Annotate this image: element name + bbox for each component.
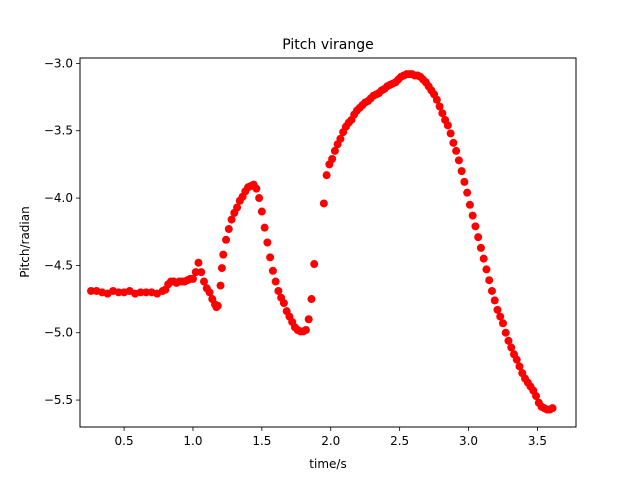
data-point [465,200,474,209]
data-point [142,288,151,297]
data-point [468,211,477,220]
chart-title: Pitch virange [282,37,373,53]
data-point [255,194,264,203]
x-axis-label: time/s [309,457,346,471]
data-point [310,260,319,269]
data-point [443,121,452,130]
data-points-group [87,70,557,414]
data-point [257,207,266,216]
data-point [460,177,469,186]
data-point [487,286,496,295]
data-point [330,146,339,155]
data-point [188,274,197,283]
data-point [449,138,458,147]
data-point [482,265,491,274]
data-point [512,355,521,364]
y-axis-ticks: −3.0 −3.5 −4.0 −4.5 −5.0 −5.5 [44,56,80,407]
data-point [200,277,208,286]
x-tick-label: 3.0 [459,434,478,448]
data-point [227,215,236,224]
data-point [274,286,283,295]
y-axis-label: Pitch/radian [18,206,32,277]
data-point [194,258,203,267]
data-point [507,343,516,352]
data-point [263,238,272,247]
data-point [301,326,310,335]
data-point [515,362,524,371]
data-point [501,328,510,337]
x-tick-label: 3.5 [528,434,547,448]
data-point [319,199,328,208]
data-point [222,235,231,244]
data-point [197,268,206,277]
data-point [438,109,447,118]
data-point [304,315,313,324]
x-tick-label: 1.0 [183,434,202,448]
x-axis-ticks: 0.5 1.0 1.5 2.0 2.5 3.0 3.5 [115,427,547,448]
data-point [205,288,214,297]
data-point [435,102,444,111]
data-point [213,301,222,310]
data-point [268,266,277,275]
data-point [279,299,288,308]
data-point [224,225,233,234]
y-tick-label: −3.5 [44,124,73,138]
data-point [260,223,269,232]
axes-frame [79,57,577,428]
y-tick-label: −5.0 [44,326,73,340]
data-point [463,188,472,197]
data-point [479,254,488,263]
data-point [136,288,145,297]
y-tick-label: −5.5 [44,393,73,407]
data-point [446,129,455,138]
y-tick-label: −3.0 [44,56,73,70]
x-tick-label: 0.5 [115,434,134,448]
data-point [432,95,441,104]
data-point [307,295,316,304]
data-point [493,305,502,314]
x-tick-label: 1.5 [252,434,271,448]
data-point [471,222,480,231]
data-point [87,286,96,295]
data-point [532,392,541,401]
data-point [271,277,280,286]
data-point [485,276,494,285]
data-point [490,296,499,305]
data-point [252,184,261,193]
data-point [216,281,225,290]
data-point [454,156,463,165]
data-point [322,171,331,180]
y-tick-label: −4.0 [44,191,73,205]
data-point [336,134,345,143]
data-point [266,253,275,262]
y-tick-label: −4.5 [44,258,73,272]
data-point [548,404,557,413]
data-point [504,336,513,345]
data-point [233,203,242,212]
data-point [452,146,461,155]
data-point [498,319,507,328]
x-tick-label: 2.0 [321,434,340,448]
data-point [328,155,337,164]
data-point [217,264,226,273]
data-point [496,312,505,321]
data-point [219,250,228,259]
data-point [114,288,123,297]
data-point [191,268,200,277]
data-point [474,233,483,242]
data-point [457,167,466,176]
data-point [476,243,485,252]
x-tick-label: 2.5 [390,434,409,448]
